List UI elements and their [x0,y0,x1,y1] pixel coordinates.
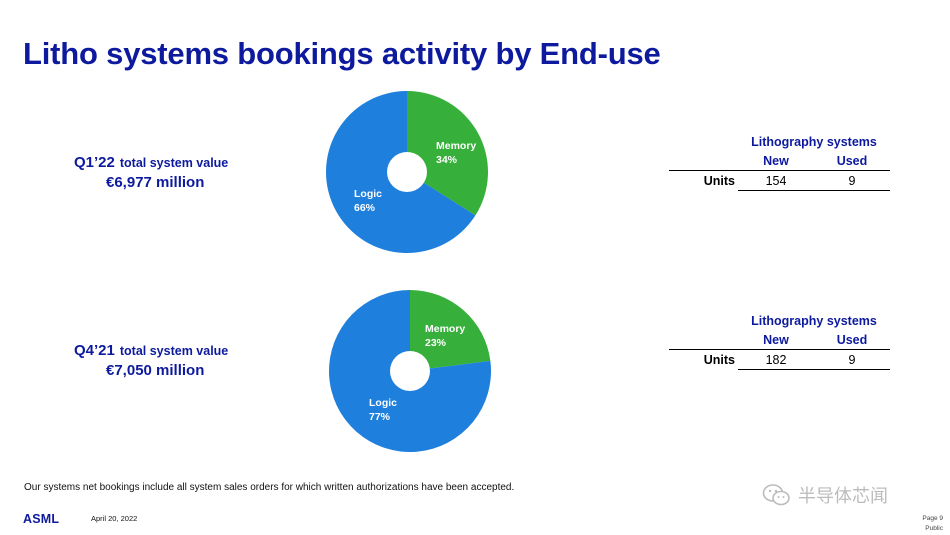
pie-svg: Memory 23% Logic 77% [329,290,491,452]
cell-new-units: 182 [738,352,814,370]
cell-new-units: 154 [738,173,814,191]
table-row: Units 182 9 [669,350,890,370]
watermark: 半导体芯闻 [762,482,888,508]
column-new: New [763,154,789,168]
lithography-systems-table-q1-22: Lithography systems New Used Units 154 9 [669,135,890,191]
column-used: Used [836,333,868,347]
slice-percent-memory: 34% [436,154,458,166]
slice-name-logic: Logic [354,188,382,200]
donut-hole [390,351,430,391]
page-number: Page 9 [922,515,943,522]
table-header: Lithography systems [751,135,877,149]
page-title: Litho systems bookings activity by End-u… [23,36,661,71]
pie-slice-memory [407,91,488,216]
end-use-pie-chart-q4-21: Memory 23% Logic 77% [329,290,491,452]
table-columns: New Used [669,333,890,350]
lithography-systems-table-q4-21: Lithography systems New Used Units 182 9 [669,314,890,370]
slice-percent-logic: 66% [354,202,376,214]
row-label-units: Units [703,352,735,367]
slice-name-memory: Memory [425,323,465,335]
blank-column [669,333,738,349]
total-system-value: €7,050 million [106,362,205,379]
table-row: Units 154 9 [669,171,890,191]
column-used: Used [836,154,868,168]
slice-name-memory: Memory [436,140,476,152]
quarter-name: Q1’22 [74,154,115,171]
column-new: New [763,333,789,347]
cell-used-units: 9 [814,352,890,370]
donut-hole [387,152,427,192]
cell-used-units: 9 [814,173,890,191]
classification: Public [925,525,943,532]
footnote: Our systems net bookings include all sys… [24,482,515,493]
pie-slice-memory [410,290,491,371]
quarter-name: Q4’21 [74,342,115,359]
footer-date: April 20, 2022 [91,514,138,523]
total-system-value-label: total system value [119,156,229,170]
total-system-value: €6,977 million [106,174,205,191]
table-columns: New Used [669,154,890,171]
slice-name-logic: Logic [369,397,397,409]
wechat-icon [762,484,790,506]
row-label-units: Units [703,173,735,188]
quarter-label-q4-21: Q4’21 total system value €7,050 million [74,342,228,379]
table-header: Lithography systems [751,314,877,328]
quarter-label-q1-22: Q1’22 total system value €6,977 million [74,154,228,191]
watermark-text: 半导体芯闻 [798,486,888,506]
asml-logo: ASML [23,512,60,526]
pie-svg: Memory 34% Logic 66% [326,91,488,254]
slice-percent-memory: 23% [425,337,447,349]
page-info: Page 9 Public [922,514,943,534]
total-system-value-label: total system value [119,344,229,358]
blank-column [669,154,738,170]
slice-percent-logic: 77% [369,411,391,423]
end-use-pie-chart-q1-22: Memory 34% Logic 66% [326,91,488,254]
